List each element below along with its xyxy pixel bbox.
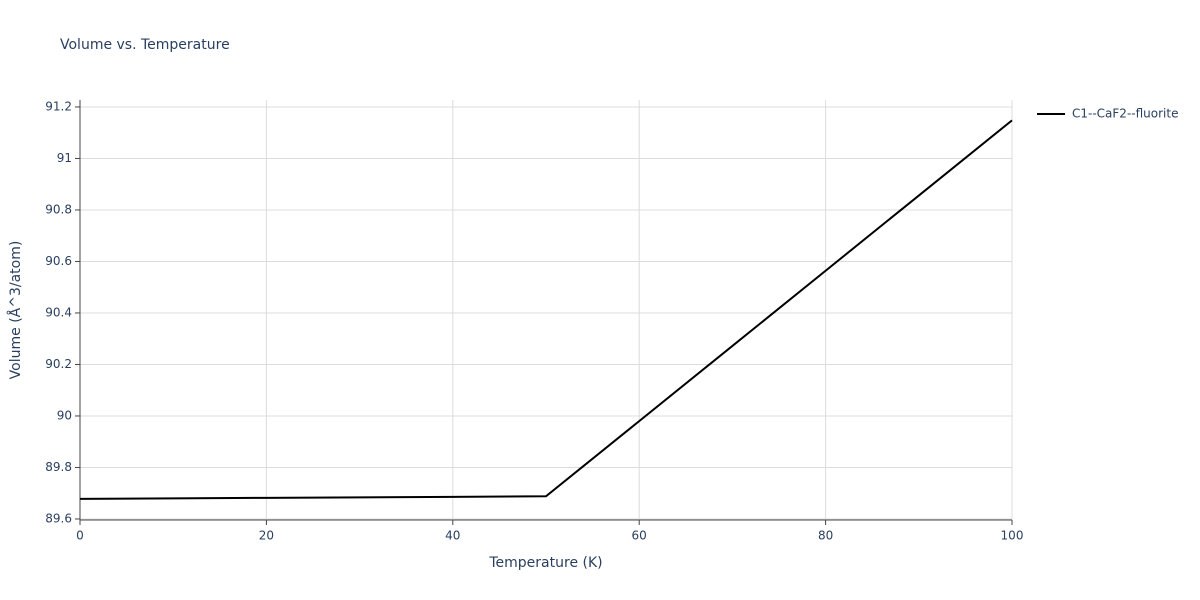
y-tick-label: 90.2 bbox=[45, 357, 72, 371]
x-tick-label: 60 bbox=[632, 529, 647, 543]
x-tick-label: 80 bbox=[818, 529, 833, 543]
x-tick-label: 40 bbox=[445, 529, 460, 543]
y-tick-label: 91 bbox=[57, 151, 72, 165]
legend-label: C1--CaF2--fluorite bbox=[1072, 107, 1178, 121]
x-tick-label: 20 bbox=[259, 529, 274, 543]
y-tick-label: 89.8 bbox=[45, 460, 72, 474]
y-tick-label: 89.6 bbox=[45, 511, 72, 525]
y-tick-label: 91.2 bbox=[45, 99, 72, 113]
x-tick-label: 100 bbox=[1001, 529, 1024, 543]
y-tick-label: 90.6 bbox=[45, 254, 72, 268]
y-tick-label: 90.4 bbox=[45, 305, 72, 319]
y-tick-label: 90 bbox=[57, 408, 72, 422]
y-tick-label: 90.8 bbox=[45, 202, 72, 216]
series-line bbox=[79, 119, 1013, 500]
chart-title: Volume vs. Temperature bbox=[60, 37, 230, 53]
x-axis-label: Temperature (K) bbox=[488, 555, 602, 571]
x-tick-label: 0 bbox=[76, 529, 84, 543]
y-axis-label: Volume (Å^3/atom) bbox=[7, 241, 24, 380]
